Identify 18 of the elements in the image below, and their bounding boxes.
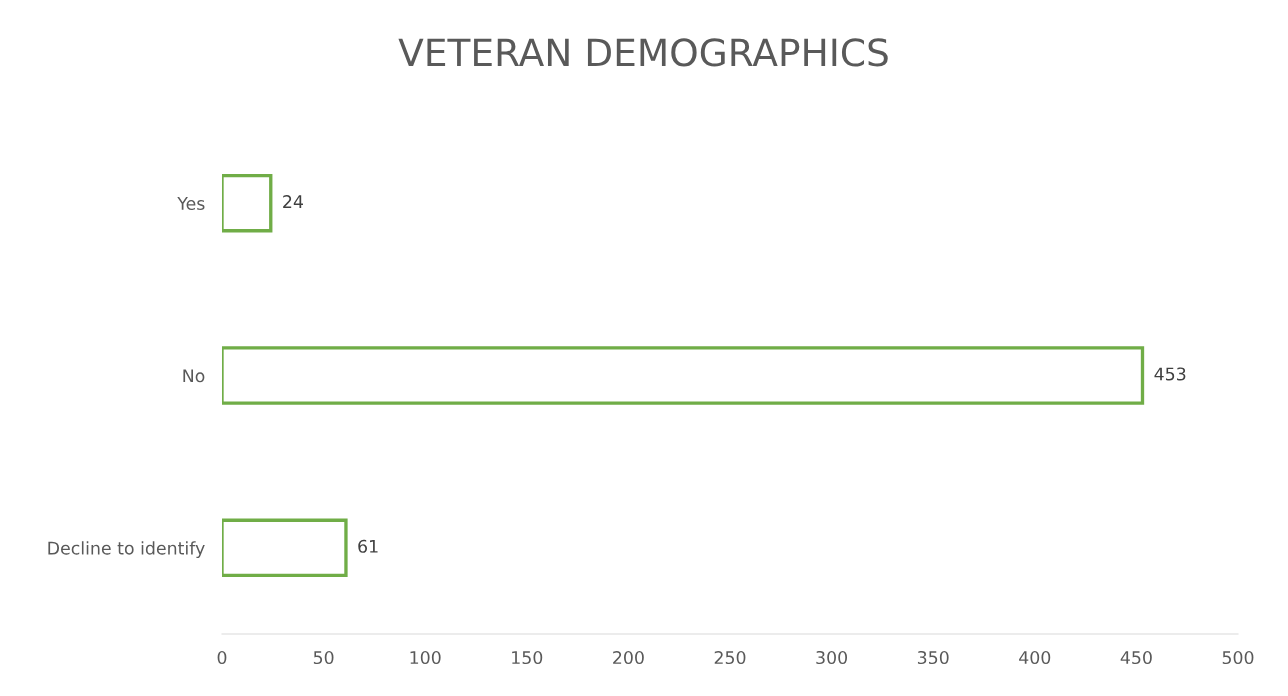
data-label: 61	[358, 539, 378, 553]
y-tick-label: No	[183, 369, 205, 383]
x-tick-label: 400	[1019, 650, 1051, 665]
x-tick-label: 150	[512, 650, 543, 665]
x-tick-label: 300	[816, 650, 848, 665]
x-tick-label: 50	[313, 650, 334, 665]
x-tick-label: 200	[613, 650, 644, 665]
data-label: 453	[1154, 367, 1186, 381]
chart-title: VETERAN DEMOGRAPHICS	[398, 38, 888, 67]
x-tick-label: 0	[217, 650, 227, 665]
x-tick-label: 100	[410, 650, 441, 665]
x-tick-label: 500	[1222, 650, 1254, 665]
x-tick-label: 250	[714, 650, 746, 665]
data-label: 24	[283, 195, 303, 208]
y-tick-label: Yes	[177, 197, 205, 211]
y-tick-label: Decline to identify	[48, 541, 205, 559]
x-tick-label: 450	[1120, 650, 1152, 665]
x-tick-label: 350	[917, 650, 949, 665]
